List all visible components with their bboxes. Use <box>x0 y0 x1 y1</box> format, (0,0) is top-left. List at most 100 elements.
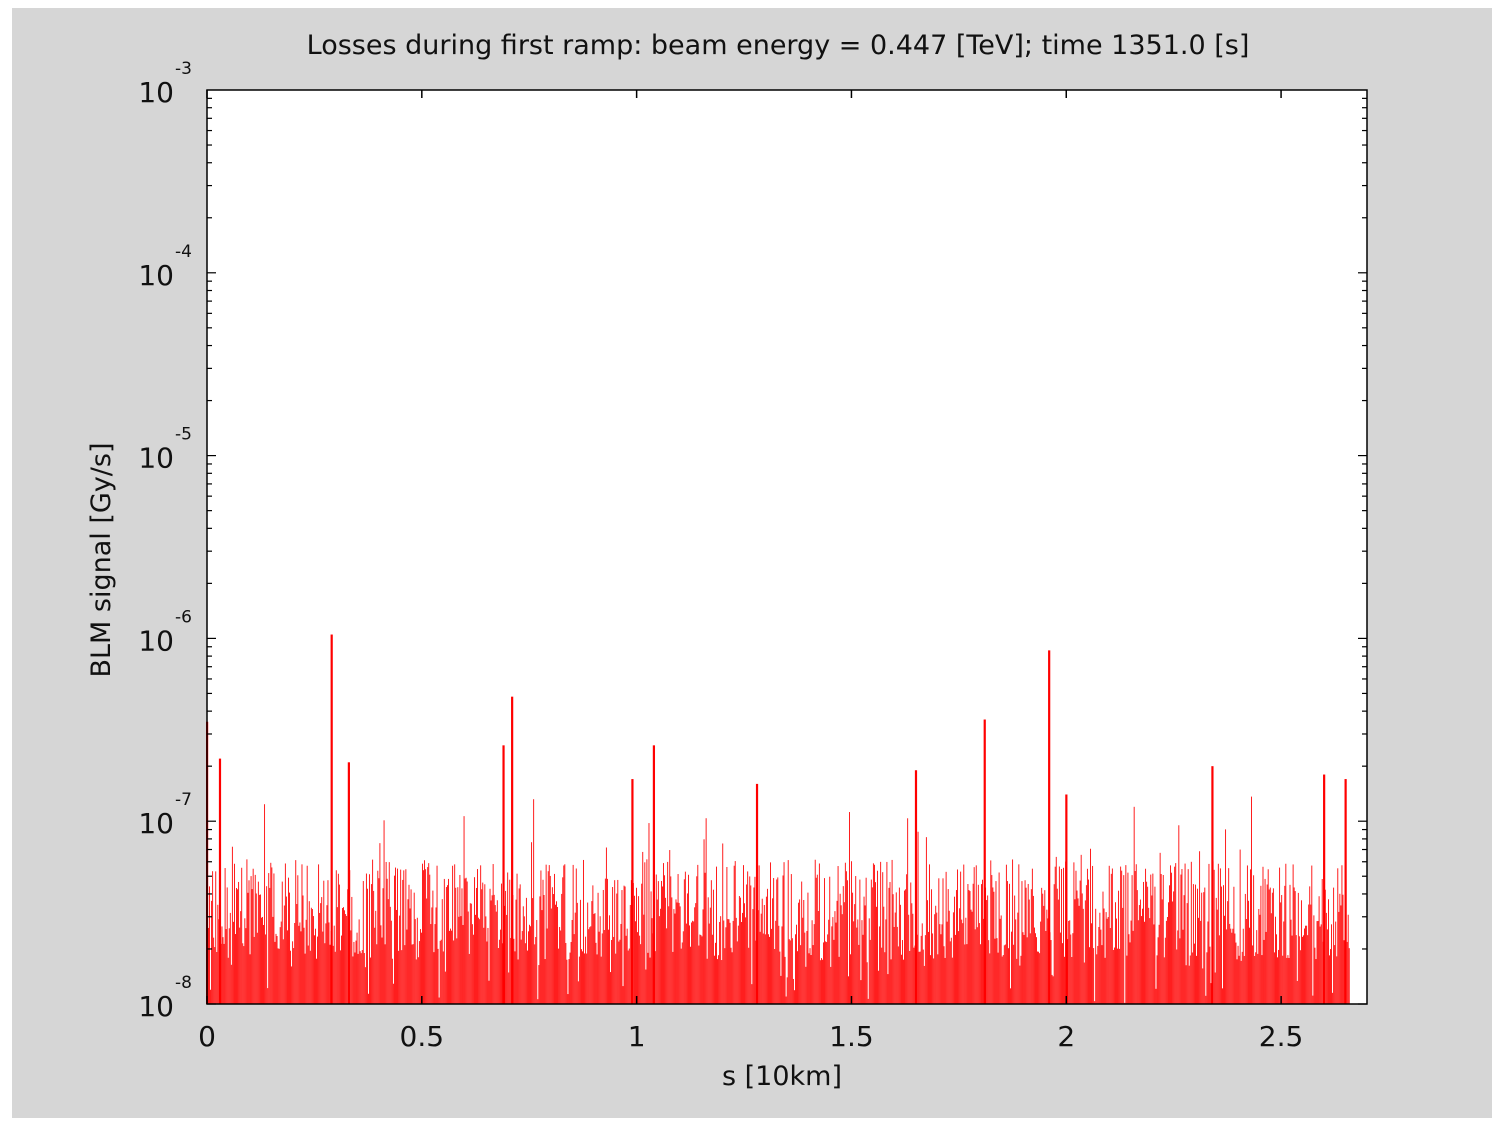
loss-bar <box>222 937 224 1004</box>
loss-bar <box>935 905 937 1004</box>
loss-bar <box>258 894 260 1004</box>
loss-bar <box>928 931 929 1004</box>
loss-bar <box>396 909 397 1004</box>
loss-bar <box>1099 912 1101 1004</box>
loss-bar <box>314 935 315 1004</box>
loss-bar <box>467 911 469 1004</box>
loss-bar <box>686 893 688 1004</box>
loss-bar <box>439 940 441 1004</box>
loss-bar <box>880 861 882 1004</box>
loss-bar <box>991 875 993 1004</box>
loss-bar <box>1248 900 1249 1004</box>
loss-bar <box>542 879 544 1004</box>
loss-bar <box>940 934 942 1004</box>
loss-bar <box>651 918 653 1004</box>
loss-bar <box>596 954 598 1004</box>
loss-bar <box>476 887 477 1004</box>
loss-bar <box>1081 893 1083 1004</box>
loss-bar <box>987 895 989 1004</box>
loss-bar <box>666 928 668 1004</box>
loss-bar <box>1204 887 1206 1004</box>
loss-bar <box>871 887 873 1004</box>
loss-bar <box>834 911 836 1004</box>
loss-bar <box>671 897 673 1004</box>
loss-bar <box>1289 884 1291 1004</box>
loss-bar <box>209 886 210 1004</box>
loss-bar <box>257 881 259 1004</box>
loss-bar <box>823 942 824 1004</box>
loss-bar <box>269 887 271 1004</box>
loss-bar <box>494 905 496 1004</box>
loss-bar <box>568 959 570 1004</box>
loss-bar <box>1175 863 1177 1004</box>
loss-bar <box>1191 952 1193 1004</box>
loss-bar <box>766 888 768 1004</box>
loss-bar <box>1188 965 1190 1004</box>
loss-bar <box>965 917 967 1004</box>
loss-bar <box>1336 956 1338 1004</box>
loss-bar <box>249 954 251 1004</box>
loss-bar <box>549 875 551 1004</box>
loss-bar <box>668 906 670 1004</box>
loss-bar <box>887 974 889 1004</box>
loss-bar <box>295 860 297 1004</box>
loss-bar <box>973 867 975 1004</box>
loss-bar <box>1228 868 1230 1004</box>
loss-bar <box>1263 939 1265 1004</box>
loss-bar <box>675 899 677 1004</box>
loss-bar <box>644 862 646 1004</box>
loss-bar <box>1244 893 1246 1004</box>
loss-bar <box>664 875 666 1004</box>
loss-bar <box>1307 935 1309 1004</box>
loss-bar <box>306 865 308 1004</box>
loss-bar <box>875 882 876 1004</box>
loss-bar <box>1130 920 1132 1004</box>
loss-bar <box>718 955 720 1004</box>
loss-bar <box>414 919 416 1004</box>
loss-bar <box>426 898 428 1004</box>
y-tick-label-exponent: -7 <box>175 790 192 810</box>
loss-bar <box>1325 912 1327 1004</box>
loss-bar <box>1319 926 1321 1004</box>
loss-bar <box>1097 945 1099 1004</box>
loss-bar <box>411 944 413 1004</box>
loss-bar <box>1347 914 1349 1004</box>
loss-bar <box>1259 914 1261 1004</box>
loss-bar <box>1198 917 1200 1004</box>
loss-bar <box>379 843 381 1004</box>
loss-bar <box>1026 937 1028 1004</box>
loss-bar <box>360 953 362 1004</box>
loss-bar <box>316 958 317 1004</box>
loss-bar <box>929 864 930 1004</box>
loss-bar <box>359 951 361 1004</box>
loss-bar <box>567 994 569 1004</box>
loss-bar <box>1257 953 1259 1004</box>
loss-bar <box>230 964 232 1004</box>
loss-bar <box>704 872 706 1004</box>
loss-bar <box>1090 848 1091 1004</box>
loss-bar <box>994 938 996 1004</box>
loss-bar <box>1094 1001 1096 1004</box>
loss-bar <box>1286 957 1288 1004</box>
loss-bar <box>508 972 510 1004</box>
loss-bar <box>460 916 462 1004</box>
loss-bar <box>244 918 246 1004</box>
loss-bar <box>872 863 874 1004</box>
loss-bar <box>949 941 951 1004</box>
loss-bar <box>673 909 675 1004</box>
y-tick-label-base: 10 <box>138 76 174 109</box>
loss-bar <box>846 880 848 1004</box>
loss-bar <box>525 897 527 1004</box>
loss-bar <box>1279 867 1281 1004</box>
loss-bar <box>397 868 398 1004</box>
loss-bar <box>565 942 567 1004</box>
loss-bar <box>930 955 931 1004</box>
y-tick-label-exponent: -4 <box>175 242 192 262</box>
loss-bar <box>884 952 886 1004</box>
loss-bar <box>869 939 871 1004</box>
loss-bar <box>787 860 789 1004</box>
loss-bar <box>697 864 699 1004</box>
loss-bar <box>338 884 340 1004</box>
loss-bar <box>232 921 234 1004</box>
loss-bar <box>950 937 952 1004</box>
